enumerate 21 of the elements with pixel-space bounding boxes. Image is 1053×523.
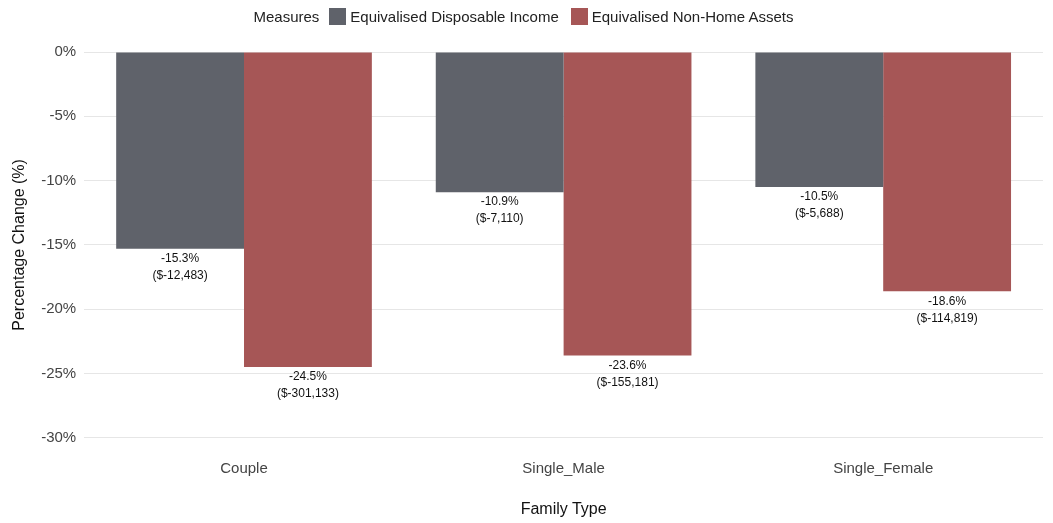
data-label: -23.6% ($-155,181) <box>596 357 659 389</box>
x-tick-label: Single_Female <box>833 458 934 476</box>
x-axis-title: Family Type <box>520 499 607 517</box>
data-label: -24.5% ($-301,133) <box>276 369 339 401</box>
y-axis-title: Percentage Change (%) <box>10 159 28 331</box>
y-tick-label: -5% <box>49 106 77 124</box>
y-tick-label: -30% <box>41 427 77 445</box>
data-label: -10.9% ($-7,110) <box>475 194 524 226</box>
data-label: -10.5% ($-5,688) <box>794 189 844 221</box>
y-tick-label: -10% <box>41 170 77 188</box>
legend-label: Equivalised Non-Home Assets <box>591 8 794 25</box>
data-label: -18.6% ($-114,819) <box>916 293 978 325</box>
y-tick-label: -15% <box>41 235 77 253</box>
legend-title: Measures <box>253 8 320 25</box>
y-tick-label: -20% <box>41 299 77 317</box>
x-tick-label: Couple <box>220 458 268 476</box>
y-tick-label: 0% <box>54 42 77 60</box>
x-tick-label: Single_Male <box>522 458 605 476</box>
y-tick-label: -25% <box>41 363 77 381</box>
legend-label: Equivalised Disposable Income <box>350 8 559 25</box>
data-label: -15.3% ($-12,483) <box>152 251 208 283</box>
